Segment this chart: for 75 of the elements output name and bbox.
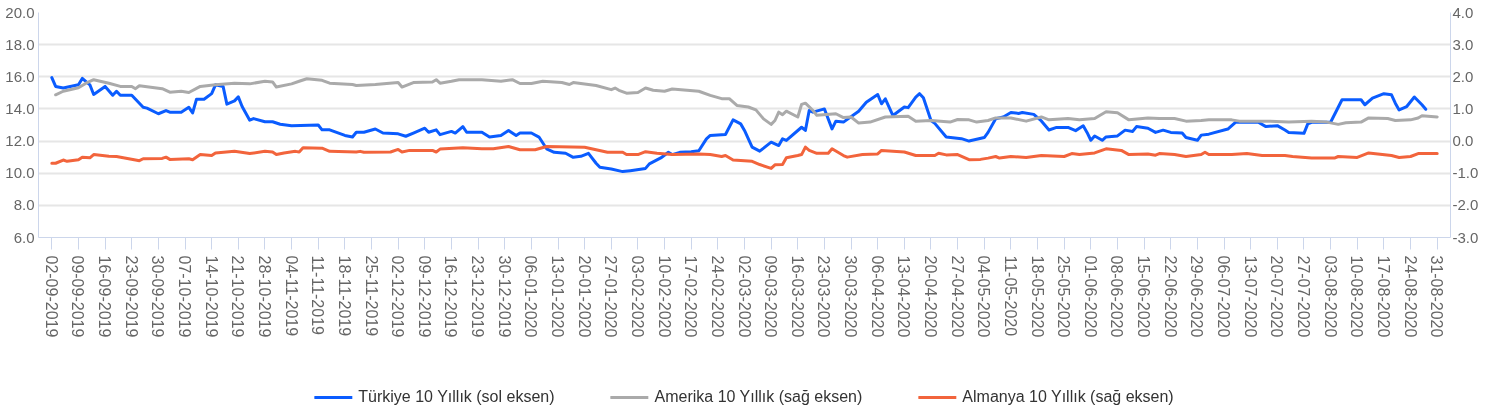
line-series <box>50 76 1428 174</box>
x-tick-label: 13-07-2020 <box>1241 255 1259 338</box>
legend-label: Türkiye 10 Yıllık (sol eksen) <box>358 387 555 406</box>
x-tick-label: 27-01-2020 <box>602 255 620 338</box>
x-tick-label: 06-07-2020 <box>1215 255 1233 338</box>
y2-tick-label: -1.0 <box>1452 164 1479 182</box>
x-tick-label: 23-09-2019 <box>122 255 140 338</box>
x-tick-label: 04-05-2020 <box>975 255 993 338</box>
x-tick-label: 01-06-2020 <box>1081 255 1099 338</box>
y-tick-label: 10.0 <box>5 164 35 182</box>
x-tick-label: 11-05-2020 <box>1001 255 1019 337</box>
x-tick-label: 09-03-2020 <box>762 255 780 338</box>
x-tick-label: 22-06-2020 <box>1161 255 1179 338</box>
x-tick-label: 02-09-2019 <box>42 255 60 338</box>
y2-tick-label: 4.0 <box>1452 3 1474 21</box>
x-tick-label: 13-01-2020 <box>549 255 567 338</box>
y-tick-label: 16.0 <box>5 67 35 85</box>
x-tick-label: 17-08-2020 <box>1374 255 1392 338</box>
y-tick-label: 12.0 <box>5 132 35 150</box>
y2-tick-label: 3.0 <box>1452 35 1474 53</box>
x-tick-label: 03-08-2020 <box>1321 255 1339 338</box>
x-tick-label: 06-04-2020 <box>868 255 886 338</box>
x-tick-label: 27-04-2020 <box>948 255 966 338</box>
x-tick-label: 10-08-2020 <box>1348 255 1366 338</box>
x-tick-label: 02-12-2019 <box>389 255 407 338</box>
x-tick-label: 29-06-2020 <box>1188 255 1206 338</box>
y2-tick-label: 1.0 <box>1452 99 1474 117</box>
x-tick-label: 16-03-2020 <box>788 255 806 338</box>
x-tick-label: 23-12-2019 <box>469 255 487 338</box>
y-tick-label: 8.0 <box>13 196 35 214</box>
x-tick-label: 31-08-2020 <box>1428 255 1446 338</box>
x-tick-label: 24-02-2020 <box>708 255 726 338</box>
x-tick-label: 07-10-2019 <box>176 255 194 338</box>
x-tick-label: 28-10-2019 <box>255 255 273 338</box>
x-tick-label: 08-06-2020 <box>1108 255 1126 338</box>
x-tick-label: 03-02-2020 <box>628 255 646 338</box>
line-series <box>54 77 1439 126</box>
x-tick-label: 20-07-2020 <box>1268 255 1286 338</box>
x-tick-label: 15-06-2020 <box>1135 255 1153 338</box>
x-tick-label: 30-12-2019 <box>495 255 513 338</box>
x-tick-label: 13-04-2020 <box>895 255 913 338</box>
y-tick-label: 6.0 <box>13 228 35 246</box>
x-tick-label: 25-11-2019 <box>362 255 380 337</box>
x-tick-label: 30-03-2020 <box>842 255 860 338</box>
y2-tick-label: 2.0 <box>1452 67 1474 85</box>
x-tick-label: 11-11-2019 <box>309 255 327 336</box>
x-tick-label: 18-11-2019 <box>335 255 353 337</box>
legend-label: Amerika 10 Yıllık (sağ eksen) <box>654 387 863 406</box>
x-tick-label: 16-12-2019 <box>442 255 460 338</box>
x-tick-label: 20-04-2020 <box>921 255 939 338</box>
x-tick-label: 18-05-2020 <box>1028 255 1046 338</box>
line-series <box>50 145 1439 170</box>
x-tick-label: 09-12-2019 <box>415 255 433 338</box>
x-tick-label: 10-02-2020 <box>655 255 673 338</box>
x-tick-label: 24-08-2020 <box>1401 255 1419 338</box>
x-tick-label: 30-09-2019 <box>149 255 167 338</box>
x-tick-label: 25-05-2020 <box>1055 255 1073 338</box>
y-tick-label: 20.0 <box>5 3 35 21</box>
x-tick-label: 27-07-2020 <box>1294 255 1312 338</box>
y2-tick-label: -2.0 <box>1452 196 1479 214</box>
y-tick-label: 14.0 <box>5 99 35 117</box>
x-tick-label: 23-03-2020 <box>815 255 833 338</box>
x-tick-label: 17-02-2020 <box>682 255 700 338</box>
y2-tick-label: -3.0 <box>1452 228 1479 246</box>
x-tick-label: 21-10-2019 <box>229 255 247 338</box>
x-tick-label: 02-03-2020 <box>735 255 753 338</box>
x-tick-label: 09-09-2019 <box>69 255 87 338</box>
x-tick-label: 14-10-2019 <box>202 255 220 338</box>
x-tick-label: 04-11-2019 <box>282 255 300 337</box>
x-tick-label: 20-01-2020 <box>575 255 593 338</box>
y2-tick-label: 0.0 <box>1452 132 1474 150</box>
legend-label: Almanya 10 Yıllık (sağ eksen) <box>962 387 1174 406</box>
x-tick-label: 16-09-2019 <box>96 255 114 338</box>
y-tick-label: 18.0 <box>5 35 35 53</box>
x-tick-label: 06-01-2020 <box>522 255 540 338</box>
